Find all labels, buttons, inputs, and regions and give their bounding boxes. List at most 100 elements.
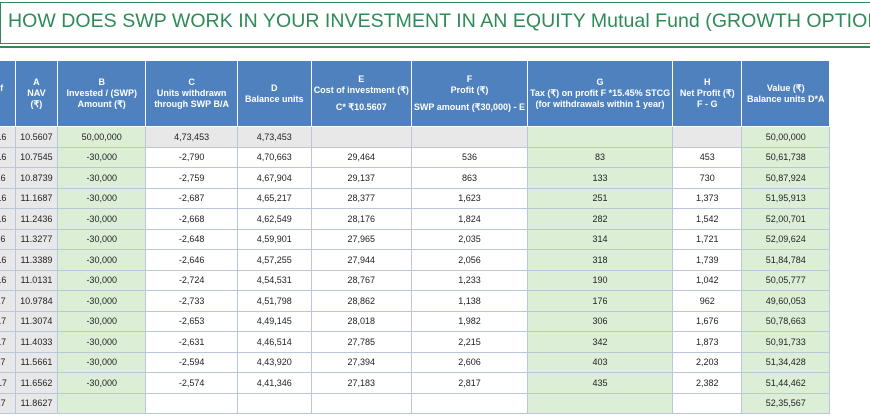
table-cell: 27,965 [310,228,412,250]
table-row: 3-Oct-1611.3277-30,000-2,6484,59,90127,9… [0,228,830,250]
table-cell: -30,000 [56,331,147,353]
table-cell: 4,70,663 [236,146,312,168]
table-cell: -30,000 [56,208,147,230]
header-line: Cost of investment (₹) [313,85,409,95]
table-body: 1-Nov-1610.560750,00,0004,73,4534,73,453… [0,126,830,414]
table-cell [672,126,743,148]
column-header-h: H Net Profit (₹) F - G [672,60,743,127]
table-cell: 51,44,462 [741,372,830,394]
table-cell: 27,183 [310,372,412,394]
table-cell: 1,138 [410,290,529,312]
table-cell: 1-Sep-16 [0,208,16,230]
table-cell: 28,767 [310,269,412,291]
table-cell: -2,648 [145,228,238,250]
table-row: 2-Jan-1710.9784-30,000-2,7334,51,79828,8… [0,290,830,312]
table-cell: 51,95,913 [741,187,830,209]
table-cell: 1-Dec-16 [0,146,16,168]
table-cell: -30,000 [56,269,147,291]
table-cell: 1-Mar-17 [0,331,16,353]
table-cell: 342 [527,331,674,353]
table-cell: 4,51,798 [236,290,312,312]
header-line: C* ₹10.5607 [335,102,387,112]
table-cell [310,392,412,414]
header-line: Value (₹) [766,82,805,93]
table-cell: 27,785 [310,331,412,353]
table-cell: 1,233 [410,269,529,291]
column-header-b: B Invested / (SWP) Amount (₹) [56,60,147,127]
table-cell: 11.3277 [14,228,58,250]
header-line: Amount (₹) [77,99,126,109]
table-cell: 11.1687 [14,187,58,209]
table-row: 1-Sep-1611.2436-30,000-2,6684,62,54928,1… [0,208,830,230]
column-header-a: A NAV (₹) [14,60,58,127]
header-line: NAV [27,88,46,98]
table-cell: 962 [672,290,743,312]
table-cell: 4,73,453 [236,126,312,148]
table-row: 1-Dec-1610.7545-30,000-2,7904,70,66329,4… [0,146,830,168]
table-cell: -30,000 [56,310,147,332]
table-cell: 28,176 [310,208,412,230]
table-cell: 50,78,663 [741,310,830,332]
table-cell: -30,000 [56,167,147,189]
table-cell: -30,000 [56,187,147,209]
table-cell: 2,215 [410,331,529,353]
table-cell [236,392,312,414]
table-cell: 10.5607 [14,126,58,148]
table-cell [145,392,238,414]
table-cell: 50,00,000 [56,126,147,148]
table-cell: -2,646 [145,249,238,271]
table-cell: 190 [527,269,674,291]
table-cell: 28,377 [310,187,412,209]
table-row: 1-Jun-1711.8627 52,35,567 [0,392,830,414]
table-cell: 52,35,567 [741,392,830,414]
table-cell: 251 [527,187,674,209]
table-cell: 27,944 [310,249,412,271]
table-cell: 83 [527,146,674,168]
table-cell: 10.7545 [14,146,58,168]
header-line: F - G [697,99,718,109]
table-cell: 2,056 [410,249,529,271]
table-cell: 49,60,053 [741,290,830,312]
table-cell: 11.6562 [14,372,58,394]
header-line: Tax (₹) on profit F *15.45% STCG [530,88,671,98]
table-row: 1-Aug-1611.1687-30,000-2,6874,65,21728,3… [0,187,830,209]
table-cell: 1-Feb-17 [0,310,16,332]
table-cell: -30,000 [56,228,147,250]
table-cell: 28,862 [310,290,412,312]
table-cell: 10.9784 [14,290,58,312]
table-row: 2-Jan-1610.8739-30,000-2,7594,67,90429,1… [0,167,830,189]
table-cell: 133 [527,167,674,189]
table-cell: 1,982 [410,310,529,332]
table-cell: 2,606 [410,351,529,373]
header-line: Date of [0,82,4,93]
table-row: 1-Feb-1711.3074-30,000-2,6534,49,14528,0… [0,310,830,332]
table-cell: 1,676 [672,310,743,332]
table-cell: 403 [527,351,674,373]
table-cell: 4,73,453 [145,126,238,148]
header-line: Net Profit (₹) [679,88,735,98]
table-cell: 11.3389 [14,249,58,271]
table-cell: 2,203 [672,351,743,373]
table-cell: 29,464 [310,146,412,168]
table-cell: -2,574 [145,372,238,394]
table-cell [410,126,529,148]
table-row: 1-Nov-1610.560750,00,0004,73,4534,73,453… [0,126,830,148]
table-cell: -30,000 [56,249,147,271]
table-cell [310,126,412,148]
header-line: H [704,77,711,87]
table-cell: 314 [527,228,674,250]
column-header-value: Value (₹) Balance units D*A [741,60,830,127]
table-cell: 4,57,255 [236,249,312,271]
table-cell: 4,62,549 [236,208,312,230]
table-cell: 50,87,924 [741,167,830,189]
table-cell: 27,394 [310,351,412,373]
header-line: SWP amount (₹30,000) - E [413,102,526,112]
table-cell: -30,000 [56,351,147,373]
table-cell: 3-Oct-16 [0,228,16,250]
table-cell: 51,84,784 [741,249,830,271]
table-cell: 11.3074 [14,310,58,332]
table-cell: 50,61,738 [741,146,830,168]
column-header-e: E Cost of investment (₹) C* ₹10.5607 [310,60,412,127]
table-cell: 4,41,346 [236,372,312,394]
